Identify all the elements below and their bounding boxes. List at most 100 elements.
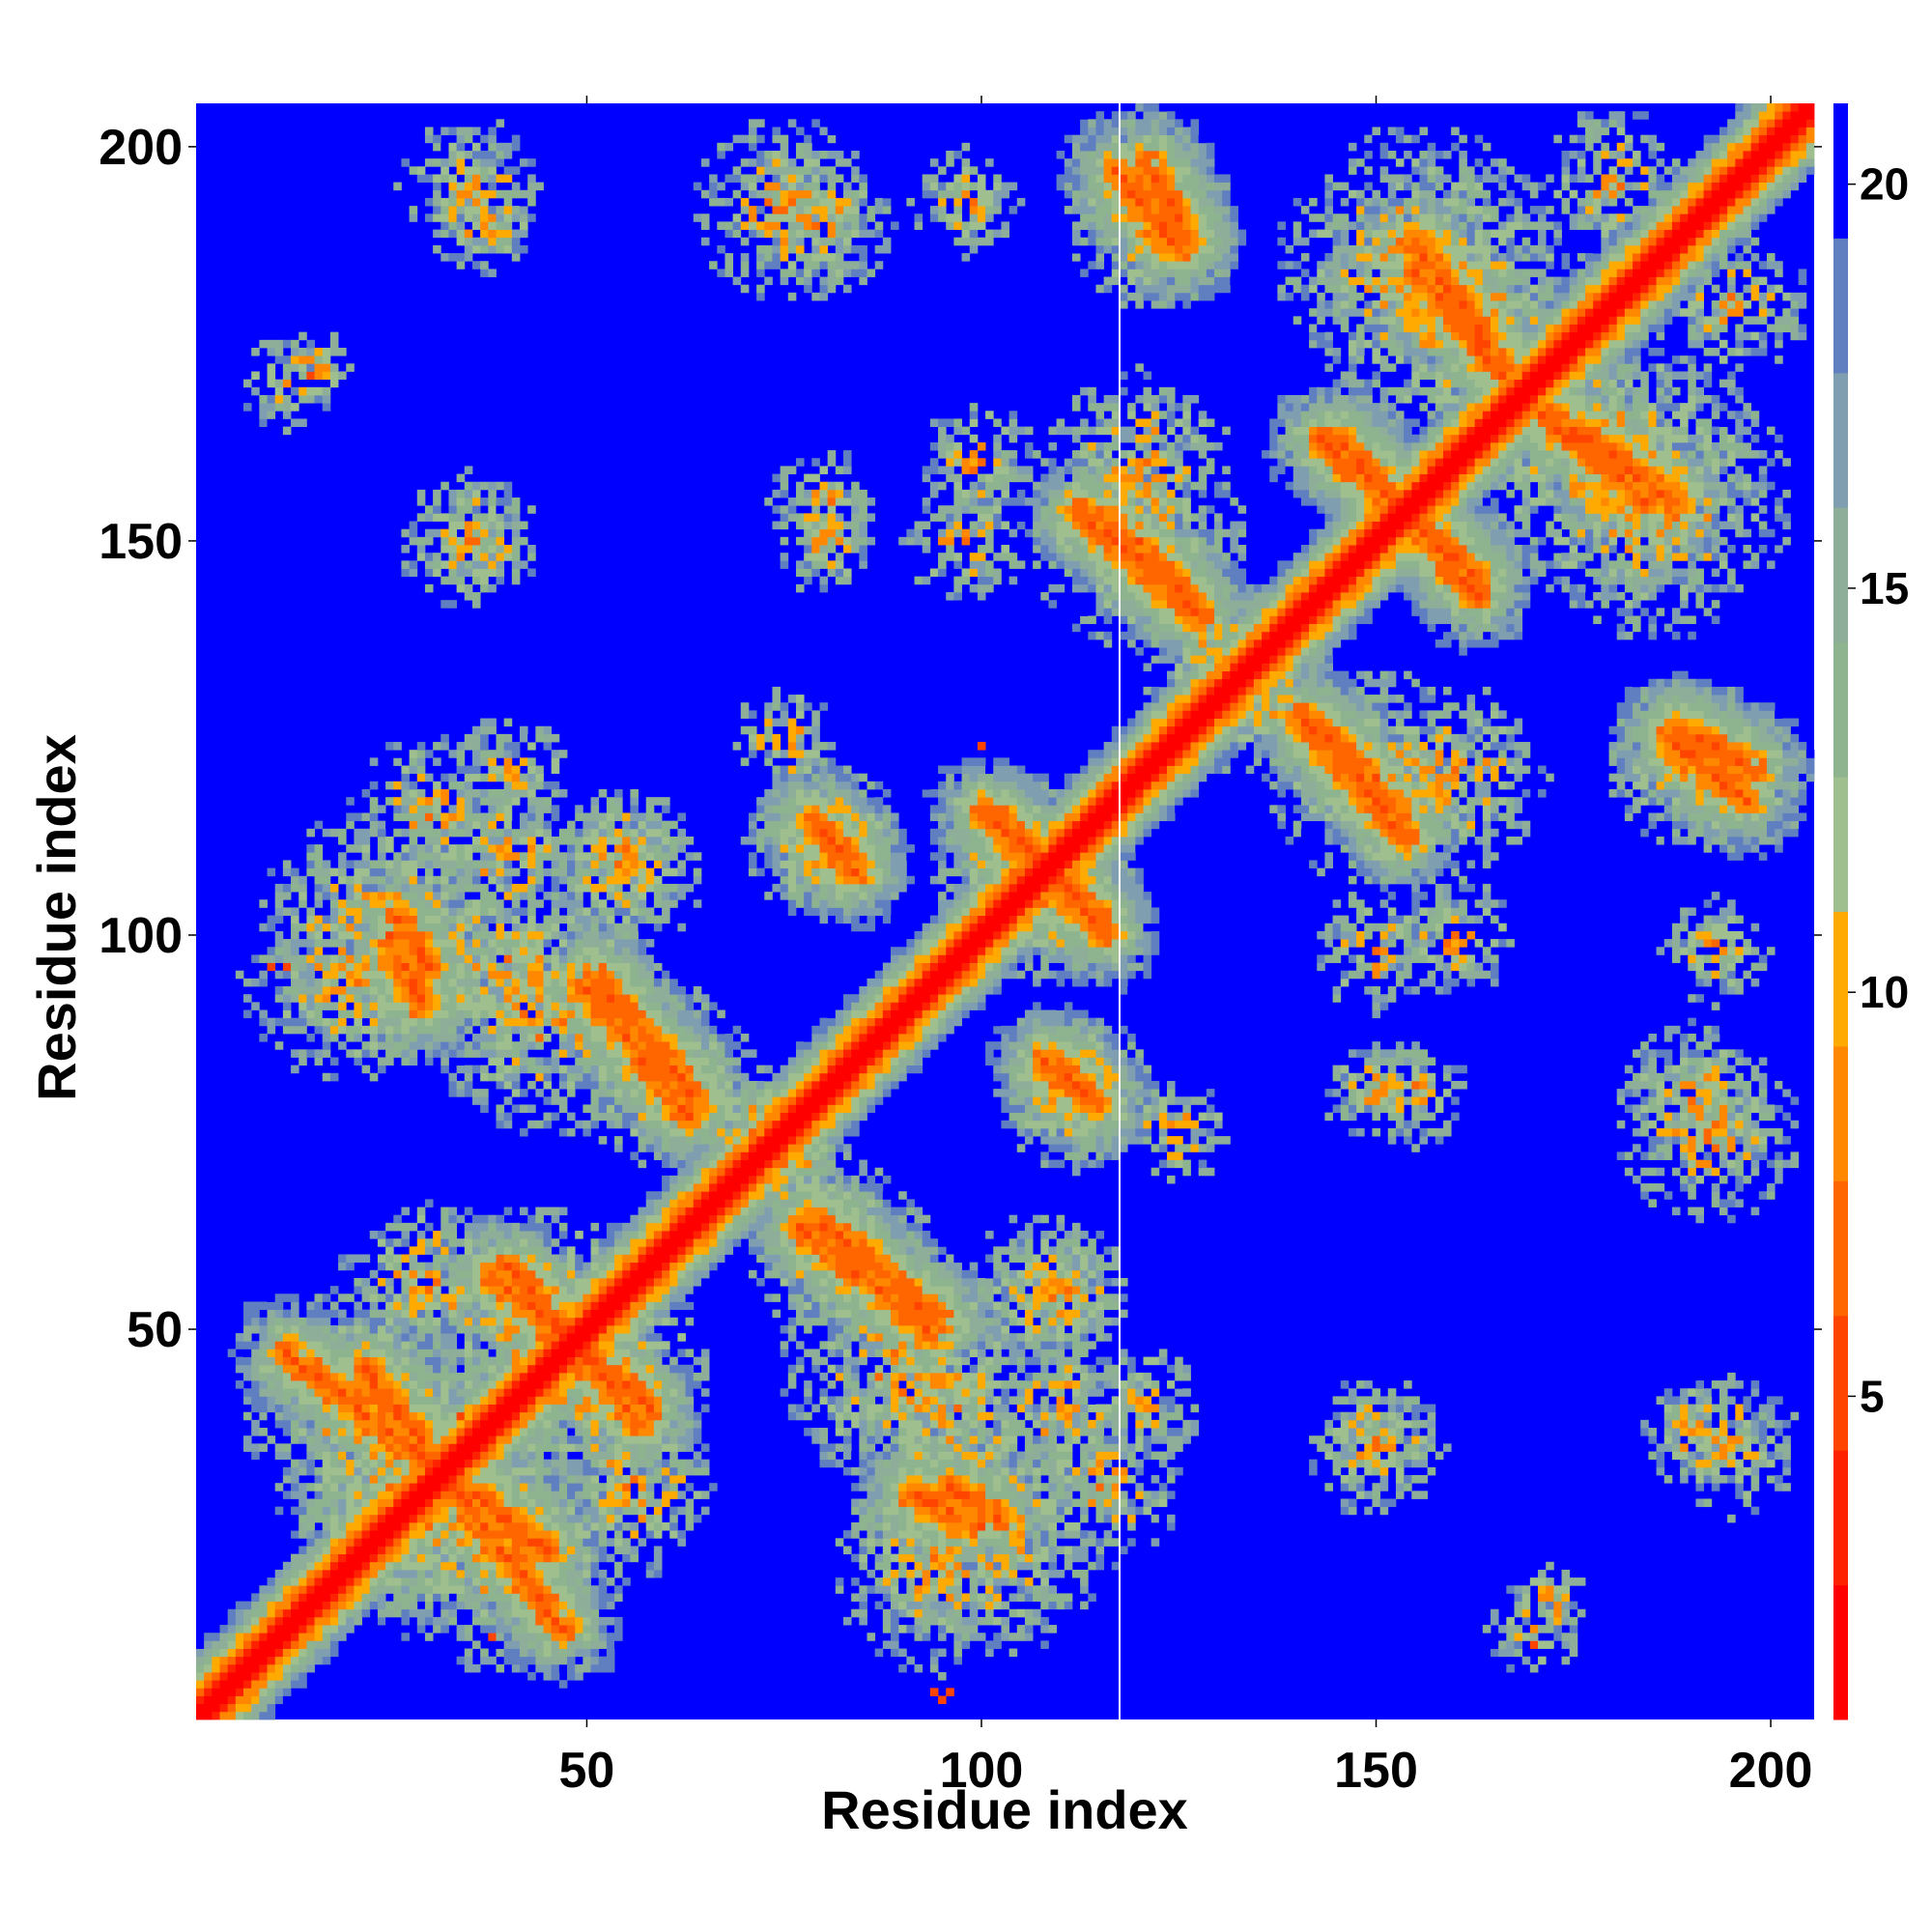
heatmap-cell (488, 1593, 497, 1602)
heatmap-cell (354, 907, 362, 916)
heatmap-cell (385, 1372, 394, 1381)
heatmap-cell (338, 1309, 347, 1319)
heatmap-cell (480, 1364, 489, 1374)
heatmap-cell (480, 789, 489, 798)
heatmap-cell (488, 1514, 497, 1523)
heatmap-cell (464, 867, 473, 877)
heatmap-cell (361, 1498, 371, 1508)
heatmap-cell (496, 553, 505, 561)
heatmap-cell (575, 828, 583, 838)
heatmap-cell (598, 1002, 608, 1010)
heatmap-cell (346, 994, 355, 1003)
heatmap-cell (669, 1380, 678, 1389)
heatmap-cell (638, 867, 647, 877)
heatmap-cell (582, 1057, 591, 1066)
heatmap-cell (606, 1080, 615, 1090)
heatmap-cell (480, 568, 489, 578)
heatmap-cell (369, 1404, 379, 1413)
heatmap-cell (606, 1309, 615, 1319)
heatmap-cell (590, 1640, 600, 1649)
heatmap-cell (456, 1041, 466, 1050)
heatmap-cell (638, 1404, 647, 1413)
heatmap-cell (416, 1561, 426, 1571)
heatmap-cell (456, 221, 466, 230)
heatmap-cell (329, 339, 339, 349)
heatmap-cell (456, 237, 466, 246)
heatmap-cell (511, 765, 521, 775)
heatmap-cell (575, 930, 583, 940)
heatmap-cell (361, 1569, 371, 1578)
heatmap-cell (354, 1443, 362, 1452)
heatmap-cell (496, 1034, 505, 1042)
heatmap-cell (346, 1538, 355, 1547)
heatmap-cell (440, 1521, 449, 1531)
heatmap-cell (496, 1459, 505, 1468)
heatmap-cell (440, 1569, 449, 1578)
heatmap-cell (306, 1396, 315, 1405)
heatmap-cell (433, 954, 441, 963)
heatmap-cell (677, 1411, 686, 1421)
heatmap-cell (354, 1475, 362, 1484)
heatmap-cell (496, 536, 505, 546)
heatmap-cell (520, 1601, 528, 1610)
heatmap-cell (630, 1277, 639, 1287)
heatmap-cell (409, 1009, 418, 1019)
heatmap-cell (543, 1483, 553, 1492)
heatmap-cell (653, 1569, 663, 1578)
heatmap-cell (433, 1593, 441, 1602)
heatmap-cell (282, 947, 292, 955)
heatmap-cell (520, 1625, 528, 1634)
heatmap-cell (314, 994, 324, 1003)
heatmap-cell (496, 1616, 505, 1626)
heatmap-cell (424, 1546, 434, 1555)
heatmap-cell (582, 994, 591, 1003)
heatmap-cell (329, 962, 339, 972)
heatmap-cell (488, 947, 497, 955)
heatmap-cell (480, 867, 489, 877)
heatmap-cell (503, 1640, 513, 1649)
heatmap-cell (464, 189, 473, 199)
heatmap-cell (511, 1065, 521, 1074)
heatmap-cell (274, 899, 284, 908)
heatmap-cell (385, 797, 394, 806)
heatmap-cell (282, 1616, 292, 1626)
heatmap-cell (471, 812, 481, 822)
heatmap-cell (354, 1530, 362, 1539)
heatmap-cell (354, 828, 362, 838)
heatmap-cell (456, 1009, 466, 1019)
heatmap-cell (291, 994, 299, 1003)
heatmap-cell (259, 970, 268, 980)
heatmap-cell (677, 1254, 686, 1264)
heatmap-cell (361, 1286, 371, 1294)
heatmap-cell (527, 1648, 536, 1658)
heatmap-cell (329, 1057, 339, 1066)
heatmap-cell (298, 939, 307, 948)
heatmap-cell (575, 954, 583, 963)
heatmap-cell (496, 1530, 505, 1539)
heatmap-cell (551, 1317, 560, 1326)
heatmap-cell (298, 1435, 307, 1444)
heatmap-cell (448, 805, 458, 813)
heatmap-cell (511, 1577, 521, 1586)
heatmap-cell (314, 1025, 324, 1035)
heatmap-cell (511, 899, 521, 908)
heatmap-cell (338, 1593, 347, 1602)
heatmap-cell (369, 1538, 379, 1547)
heatmap-cell (314, 363, 324, 372)
heatmap-cell (645, 1498, 655, 1508)
heatmap-cell (409, 867, 418, 877)
heatmap-cell (471, 1301, 481, 1311)
heatmap-cell (488, 907, 497, 916)
heatmap-cell (582, 883, 591, 893)
heatmap-cell (416, 1443, 426, 1452)
heatmap-cell (204, 1680, 213, 1689)
heatmap-cell (551, 1443, 560, 1452)
heatmap-cell (558, 1333, 568, 1342)
heatmap-cell (433, 1514, 441, 1523)
heatmap-cell (622, 1411, 631, 1421)
heatmap-cell (314, 1514, 324, 1523)
heatmap-cell (259, 1349, 268, 1357)
heatmap-cell (433, 229, 441, 239)
heatmap-cell (669, 1002, 678, 1010)
heatmap-cell (606, 812, 615, 822)
